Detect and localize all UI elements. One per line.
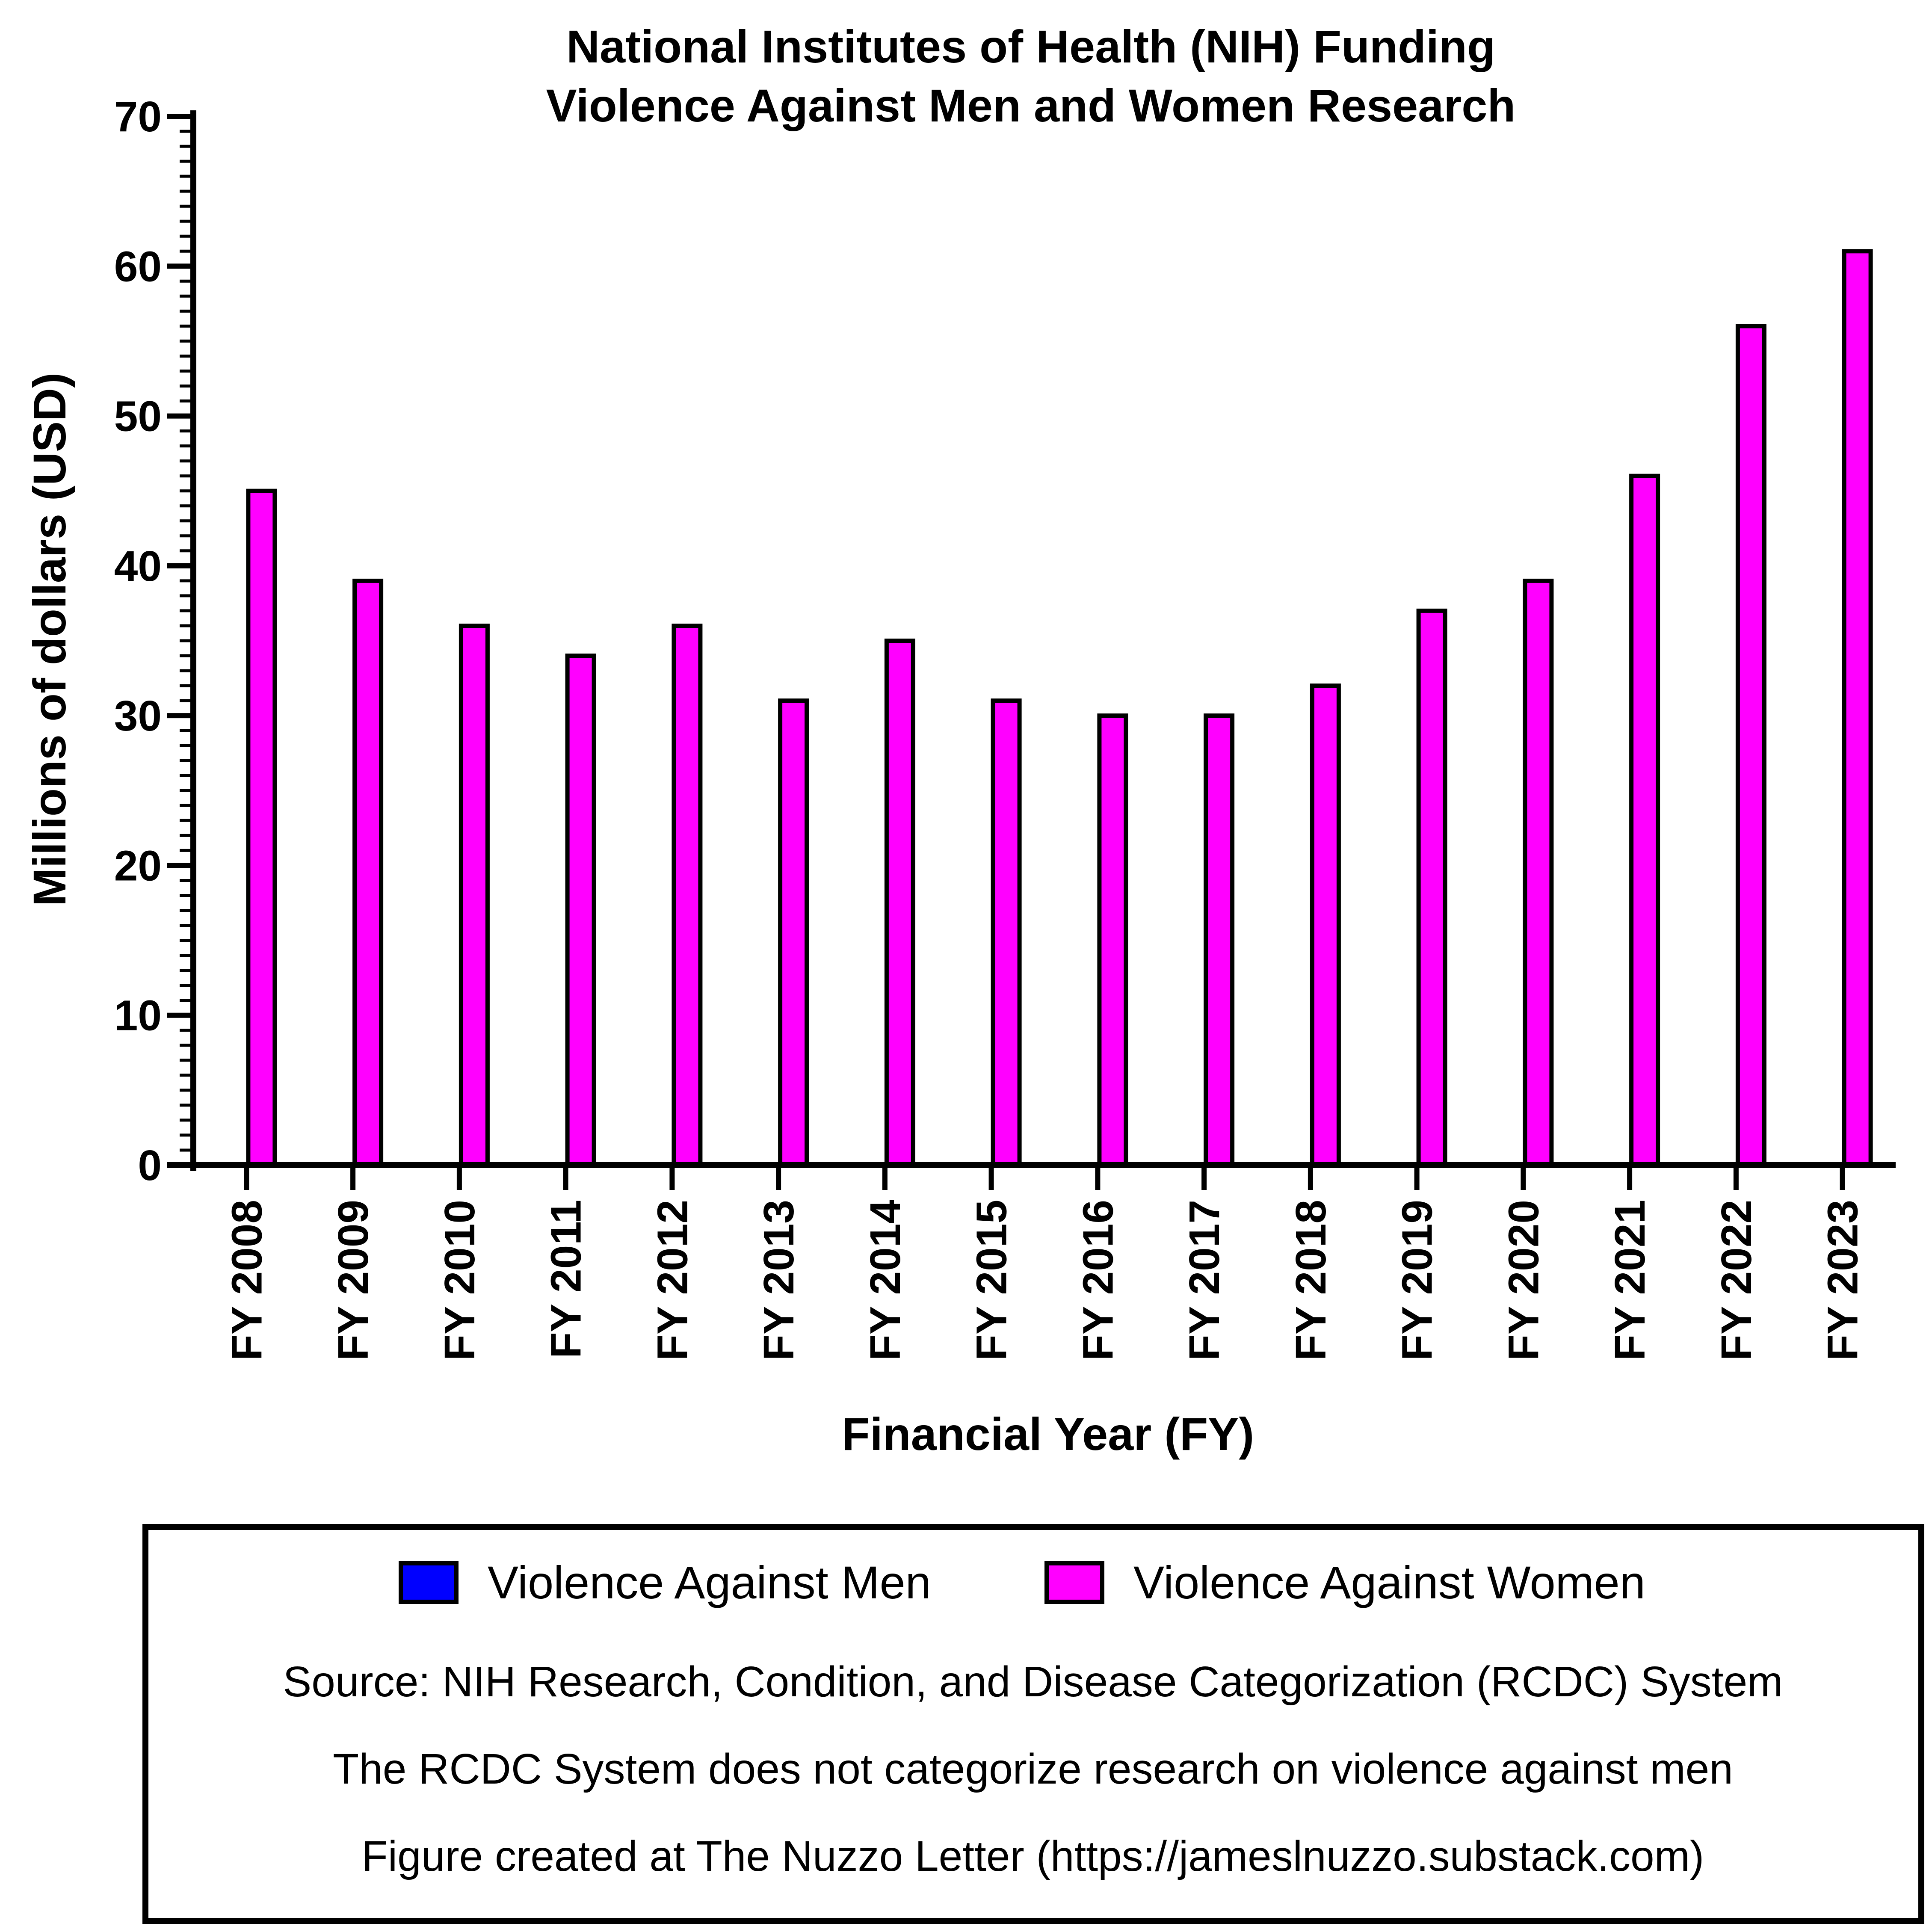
x-tick-label-fy-2013: FY 2013	[755, 1200, 803, 1361]
bar-violence-against-women-fy-2010	[459, 624, 490, 1167]
chart-title-line-1: National Institutes of Health (NIH) Fund…	[566, 21, 1495, 72]
y-axis-title: Millions of dollars (USD)	[24, 373, 75, 906]
bar-violence-against-women-fy-2014	[884, 639, 915, 1167]
x-tick-label-fy-2011: FY 2011	[542, 1200, 590, 1358]
x-tick-label-fy-2022: FY 2022	[1713, 1200, 1760, 1361]
y-tick-label-40: 40	[114, 542, 162, 590]
bar-violence-against-women-fy-2019	[1416, 608, 1447, 1167]
x-tick-labels: FY 2008 FY 2009 FY 2010 FY 2011 FY 2012 FY 20…	[223, 1200, 1867, 1361]
bar-violence-against-women-fy-2021	[1629, 473, 1660, 1167]
credit-note: Figure created at The Nuzzo Letter (http…	[362, 1832, 1704, 1880]
y-tick-label-70: 70	[114, 93, 162, 141]
x-tick-label-fy-2019: FY 2019	[1394, 1200, 1441, 1361]
x-tick-label-fy-2010: FY 2010	[436, 1200, 484, 1361]
y-tick-label-50: 50	[114, 393, 162, 441]
y-tick-label-60: 60	[114, 243, 162, 290]
bar-violence-against-women-fy-2015	[991, 698, 1022, 1167]
bar-violence-against-women-fy-2013	[778, 698, 809, 1167]
legend-label-violence-against-men: Violence Against Men	[488, 1556, 931, 1608]
source-note: Source: NIH Research, Condition, and Dis…	[283, 1658, 1783, 1706]
bar-violence-against-women-fy-2009	[352, 578, 384, 1167]
x-tick-label-fy-2018: FY 2018	[1287, 1200, 1335, 1361]
x-axis-title: Financial Year (FY)	[842, 1408, 1254, 1460]
bar-violence-against-women-fy-2017	[1204, 713, 1235, 1167]
x-tick-label-fy-2021: FY 2021	[1606, 1200, 1654, 1361]
legend-box	[142, 1524, 1924, 1924]
bars	[246, 249, 1873, 1167]
y-tick-label-10: 10	[114, 992, 162, 1040]
x-tick-label-fy-2008: FY 2008	[223, 1200, 271, 1361]
bar-violence-against-women-fy-2011	[565, 654, 596, 1167]
x-tick-label-fy-2020: FY 2020	[1500, 1200, 1547, 1361]
chart-title-line-2: Violence Against Men and Women Research	[546, 80, 1516, 131]
x-tick-label-fy-2015: FY 2015	[968, 1200, 1016, 1361]
y-tick-label-0: 0	[138, 1142, 162, 1189]
bar-violence-against-women-fy-2018	[1310, 683, 1341, 1167]
x-tick-label-fy-2012: FY 2012	[648, 1200, 696, 1361]
legend-swatch-violence-against-women	[1044, 1561, 1104, 1604]
legend-swatch-violence-against-men	[399, 1561, 459, 1604]
bar-violence-against-women-fy-2016	[1097, 713, 1128, 1167]
x-ticks	[244, 1165, 1845, 1190]
y-tick-label-30: 30	[114, 692, 162, 740]
x-tick-label-fy-2023: FY 2023	[1819, 1200, 1867, 1361]
bar-violence-against-women-fy-2008	[246, 488, 277, 1167]
x-tick-label-fy-2016: FY 2016	[1074, 1200, 1122, 1361]
legend-label-violence-against-women: Violence Against Women	[1133, 1556, 1645, 1608]
bar-violence-against-women-fy-2020	[1523, 578, 1554, 1167]
y-tick-labels: 0 10 20 30 40 50 60 70	[114, 93, 162, 1189]
bar-violence-against-women-fy-2023	[1842, 249, 1873, 1167]
x-tick-label-fy-2017: FY 2017	[1181, 1200, 1228, 1361]
rcdc-note: The RCDC System does not categorize rese…	[333, 1745, 1733, 1793]
bar-violence-against-women-fy-2022	[1735, 324, 1766, 1167]
x-tick-label-fy-2014: FY 2014	[861, 1200, 909, 1361]
y-tick-label-20: 20	[114, 842, 162, 890]
bar-violence-against-women-fy-2012	[672, 624, 703, 1167]
x-tick-label-fy-2009: FY 2009	[329, 1200, 377, 1361]
chart-title: National Institutes of Health (NIH) Fund…	[546, 21, 1516, 131]
